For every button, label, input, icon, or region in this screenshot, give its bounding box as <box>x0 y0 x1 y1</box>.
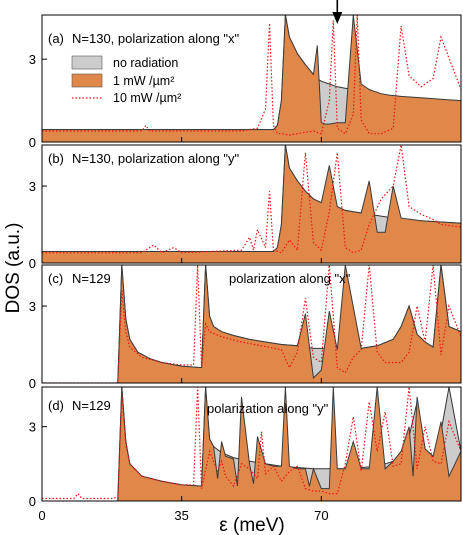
x-tick-label-35: 35 <box>174 508 188 523</box>
panel-b-title: N=130, polarization along "y" <box>72 151 240 166</box>
panel-3-series-10-mw-m-line <box>42 387 461 500</box>
panel-0-series-1-mw-m-area <box>42 15 461 142</box>
panel-2-series-1-mw-m-area <box>42 265 461 383</box>
panel-d-subtitle: polarization along "y" <box>207 401 329 416</box>
panel-c-frame <box>41 264 462 384</box>
panel-b: 03 (b) N=130, polarization along "y" <box>29 144 462 271</box>
panel-0-y-tick-label-0: 0 <box>29 135 36 150</box>
arrow-head <box>332 12 343 24</box>
panel-a-frame <box>41 14 462 143</box>
panel-1-series-1-mw-m-line <box>42 145 461 252</box>
y-axis-label: DOS (a.u.) <box>3 223 24 314</box>
arrow-marker <box>332 0 343 24</box>
panel-b-label: (b) <box>48 151 64 166</box>
legend-label-10mw: 10 mW /µm² <box>113 91 181 105</box>
panel-2-y-tick-label-0: 0 <box>29 376 36 391</box>
panel-b-frame <box>41 144 462 264</box>
panel-d-title: N=129 <box>72 398 111 413</box>
panel-d-label: (d) <box>48 398 64 413</box>
panel-a-label: (a) <box>48 31 64 46</box>
panel-c-series <box>42 265 461 383</box>
panel-0-y-tick-label-3: 3 <box>29 52 36 67</box>
x-tick-labels: 0 35 70 <box>38 508 328 523</box>
panel-d-axis: 03 <box>29 420 322 509</box>
legend-label-1mw: 1 mW /µm² <box>113 74 174 88</box>
panel-a-title: N=130, polarization along "x" <box>72 31 240 46</box>
panel-3-series-1-mw-m-area <box>42 387 461 501</box>
panel-0-series-1-mw-m-line <box>42 15 461 131</box>
panel-d-series <box>42 387 461 501</box>
panel-0-series-10-mw-m-line <box>42 15 461 136</box>
panel-c-axis: 03 <box>29 299 322 391</box>
legend-swatch-1mw <box>71 73 103 88</box>
panel-c: 03 (c) N=129 polarization along "x" <box>29 264 462 391</box>
panel-1-series-1-mw-m-area <box>42 145 461 263</box>
panel-2-series-10-mw-m-line <box>42 265 461 383</box>
legend: no radiation 1 mW /µm² 10 mW /µm² <box>71 55 181 105</box>
panel-d-frame <box>41 386 462 502</box>
x-tick-label-0: 0 <box>38 508 45 523</box>
panel-b-series <box>42 145 461 263</box>
panel-2-series-1-mw-m-line <box>42 265 461 383</box>
x-tick-label-70: 70 <box>314 508 328 523</box>
panel-d: 03 (d) N=129 polarization along "y" <box>29 386 462 509</box>
panel-3-series-1-mw-m-line <box>42 387 461 501</box>
panel-1-y-tick-label-3: 3 <box>29 179 36 194</box>
panel-b-axis: 03 <box>29 179 322 271</box>
panel-a: 03 (a) N=130, polarization along "x" <box>29 14 462 150</box>
panel-3-y-tick-label-3: 3 <box>29 420 36 435</box>
panel-2-y-tick-label-3: 3 <box>29 299 36 314</box>
legend-swatch-no-radiation <box>71 55 103 70</box>
panel-3-y-tick-label-0: 0 <box>29 494 36 509</box>
panel-c-title: N=129 <box>72 271 111 286</box>
panel-a-series <box>42 15 461 142</box>
panel-c-subtitle: polarization along "x" <box>229 271 351 286</box>
x-axis-label: ε (meV) <box>219 515 284 535</box>
panel-c-label: (c) <box>48 271 63 286</box>
panel-1-y-tick-label-0: 0 <box>29 256 36 271</box>
legend-label-no-radiation: no radiation <box>113 56 178 70</box>
panel-a-axis: 03 <box>29 52 322 150</box>
